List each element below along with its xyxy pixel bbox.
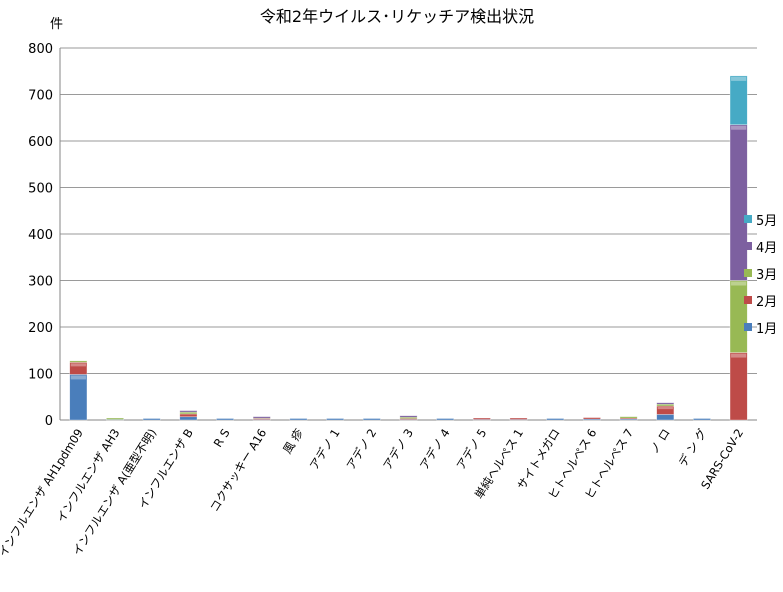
bar-segment — [179, 410, 198, 413]
x-category-label: 風 疹 — [280, 426, 306, 456]
bar-segment — [69, 374, 88, 421]
legend: 5月 4月 3月 2月 1月 — [744, 214, 777, 337]
legend-label: 4月 — [756, 241, 777, 256]
bar-segment — [546, 418, 565, 421]
legend-swatch — [744, 269, 752, 277]
y-tick-label: 100 — [28, 368, 53, 383]
bar-segment — [106, 417, 124, 420]
y-tick-label: 200 — [28, 321, 53, 336]
legend-swatch — [744, 242, 752, 250]
y-tick-label: 400 — [28, 228, 53, 243]
bar-segment — [69, 360, 88, 363]
bar-segment — [729, 280, 748, 353]
bar-segment — [509, 417, 528, 420]
y-tick-label: 800 — [28, 42, 53, 57]
y-tick-label: 700 — [28, 89, 53, 104]
x-category-label: R S — [211, 426, 233, 449]
bar-segment — [326, 418, 345, 421]
bar-segment — [693, 418, 711, 421]
x-category-label: アデノ 2 — [343, 426, 379, 472]
legend-swatch — [744, 296, 752, 304]
y-axis-label: 件 — [50, 17, 63, 32]
x-category-label: アデノ 1 — [307, 426, 343, 472]
legend-swatch — [744, 323, 752, 331]
bar-segment — [729, 352, 748, 421]
bar-segment — [289, 418, 308, 421]
legend-label: 2月 — [756, 295, 777, 310]
bar-segment — [729, 75, 748, 126]
bar-highlight — [657, 407, 673, 410]
chart-title: 令和2年ウイルス･リケッチア検出状況 — [260, 7, 534, 26]
bar-segment — [179, 416, 198, 421]
x-category-label: アデノ 5 — [453, 426, 489, 472]
y-tick-label: 0 — [45, 414, 53, 429]
bar-highlight — [70, 363, 86, 367]
bar-segment — [583, 417, 601, 420]
bar-segment — [729, 124, 748, 281]
gridlines — [59, 47, 757, 421]
bar-segment — [436, 418, 455, 421]
bar-segment — [362, 418, 381, 421]
bars — [69, 75, 748, 421]
x-category-label: アデノ 4 — [417, 426, 453, 472]
bar-highlight — [731, 281, 747, 286]
y-tick-label: 500 — [28, 182, 53, 197]
legend-label: 3月 — [756, 268, 777, 283]
x-category-label: デ ン グ — [675, 426, 709, 469]
bar-highlight — [70, 375, 86, 380]
x-category-label: ノ ロ — [647, 426, 673, 456]
legend-label: 1月 — [756, 322, 777, 337]
bar-segment — [142, 418, 161, 421]
legend-label: 5月 — [756, 214, 777, 229]
bar-segment — [252, 416, 271, 419]
bar-segment — [656, 402, 675, 405]
y-axis-ticks: 0 100 200 300 400 500 600 700 800 — [28, 42, 53, 429]
bar-segment — [399, 415, 418, 418]
bar-segment — [656, 414, 675, 421]
y-tick-label: 600 — [28, 135, 53, 150]
bar-highlight — [731, 125, 747, 130]
bar-segment — [472, 417, 491, 420]
bar-segment — [179, 413, 198, 418]
bar-segment — [619, 416, 638, 419]
x-category-label: アデノ 3 — [380, 426, 416, 472]
y-tick-label: 300 — [28, 275, 53, 290]
bar-highlight — [731, 76, 747, 81]
legend-swatch — [744, 215, 752, 223]
bar-segment — [216, 418, 234, 421]
bar-highlight — [731, 353, 747, 358]
